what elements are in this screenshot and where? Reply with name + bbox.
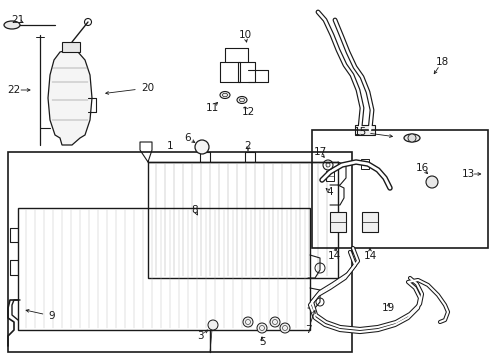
Text: 13: 13	[462, 169, 475, 179]
Text: 4: 4	[327, 187, 333, 197]
Bar	[326, 171, 334, 181]
Bar	[361, 159, 369, 169]
Circle shape	[426, 176, 438, 188]
Text: 14: 14	[327, 251, 341, 261]
Text: 21: 21	[11, 15, 24, 25]
Text: 2: 2	[245, 141, 251, 151]
Polygon shape	[48, 50, 92, 145]
Text: 15: 15	[353, 127, 367, 137]
Text: 19: 19	[381, 303, 394, 313]
Text: 6: 6	[185, 133, 191, 143]
Text: 22: 22	[7, 85, 21, 95]
Bar	[330, 212, 346, 232]
Text: 12: 12	[242, 107, 255, 117]
Text: 3: 3	[196, 331, 203, 341]
Bar	[312, 130, 488, 248]
Text: 18: 18	[436, 57, 449, 67]
Ellipse shape	[237, 96, 247, 104]
Ellipse shape	[220, 91, 230, 99]
Bar	[18, 208, 310, 330]
Circle shape	[243, 317, 253, 327]
Text: 10: 10	[239, 30, 251, 40]
Bar	[148, 162, 338, 278]
Text: 17: 17	[314, 147, 327, 157]
Text: 14: 14	[364, 251, 377, 261]
Circle shape	[257, 323, 267, 333]
Ellipse shape	[4, 21, 20, 29]
Bar	[62, 42, 80, 52]
Bar	[8, 152, 352, 352]
Circle shape	[270, 317, 280, 327]
Circle shape	[208, 320, 218, 330]
Circle shape	[195, 140, 209, 154]
Text: 8: 8	[192, 205, 198, 215]
Bar	[355, 125, 375, 135]
Text: 7: 7	[305, 325, 311, 335]
Text: 11: 11	[205, 103, 219, 113]
Text: 5: 5	[259, 337, 265, 347]
Text: 20: 20	[142, 83, 154, 93]
Text: 9: 9	[49, 311, 55, 321]
Circle shape	[408, 134, 416, 142]
Text: 16: 16	[416, 163, 429, 173]
Bar	[362, 212, 378, 232]
Text: 1: 1	[167, 141, 173, 151]
Ellipse shape	[404, 134, 420, 142]
Circle shape	[280, 323, 290, 333]
